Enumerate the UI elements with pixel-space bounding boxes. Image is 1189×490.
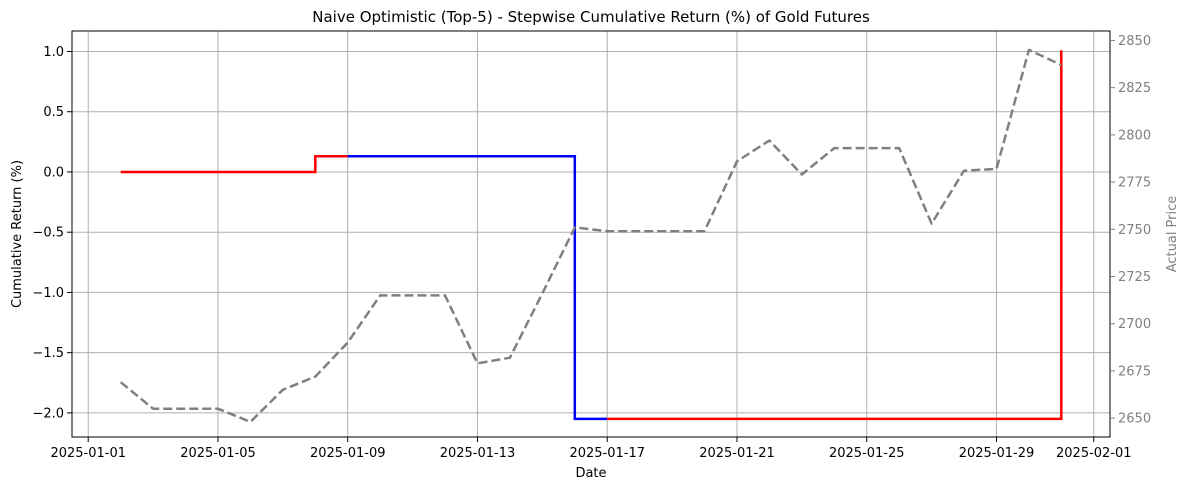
return-step-segment-1 — [120, 155, 348, 174]
y2-tick-label: 2825 — [1118, 81, 1151, 96]
y2-tick-label: 2650 — [1118, 412, 1151, 427]
y-axis-right: 2850 2825 2800 2775 2750 2725 2700 2675 2650 — [1110, 34, 1151, 427]
x-tick-label: 2025-02-01 — [1056, 446, 1132, 461]
y-tick-label: −2.0 — [32, 406, 64, 421]
y2-tick-label: 2850 — [1118, 34, 1151, 49]
y-tick-label: −1.0 — [32, 286, 64, 301]
return-step-segment-2 — [347, 155, 608, 421]
x-axis: 2025-01-01 2025-01-05 2025-01-09 2025-01-13… — [50, 437, 1132, 461]
price-series-line — [119, 48, 1062, 424]
x-axis-label: Date — [575, 466, 606, 481]
x-tick-label: 2025-01-17 — [569, 446, 645, 461]
y2-tick-label: 2750 — [1118, 223, 1151, 238]
x-tick-label: 2025-01-05 — [180, 446, 256, 461]
chart-title: Naive Optimistic (Top-5) - Stepwise Cumu… — [312, 8, 870, 26]
plot-series — [119, 48, 1063, 424]
y-tick-label: −1.5 — [32, 346, 64, 361]
plot-frame — [71, 30, 1111, 438]
return-step-segment-3 — [607, 50, 1063, 421]
y2-tick-label: 2675 — [1118, 364, 1151, 379]
x-tick-label: 2025-01-13 — [440, 446, 516, 461]
y2-tick-label: 2700 — [1118, 317, 1151, 332]
y-tick-label: −0.5 — [32, 226, 64, 241]
y-axis-left: 1.0 0.5 0.0 −0.5 −1.0 −1.5 −2.0 — [32, 45, 72, 421]
y2-tick-label: 2725 — [1118, 270, 1151, 285]
y2-axis-label: Actual Price — [1165, 196, 1180, 273]
y2-tick-label: 2775 — [1118, 176, 1151, 191]
x-tick-label: 2025-01-21 — [699, 446, 775, 461]
x-tick-label: 2025-01-01 — [50, 446, 126, 461]
x-tick-label: 2025-01-25 — [829, 446, 905, 461]
y-tick-label: 0.5 — [43, 105, 64, 120]
grid-lines — [72, 31, 1110, 437]
y-tick-label: 1.0 — [43, 45, 64, 60]
y-axis-label: Cumulative Return (%) — [10, 160, 25, 308]
y2-tick-label: 2800 — [1118, 128, 1151, 143]
y-tick-label: 0.0 — [43, 165, 64, 180]
x-tick-label: 2025-01-09 — [310, 446, 386, 461]
x-tick-label: 2025-01-29 — [959, 446, 1035, 461]
